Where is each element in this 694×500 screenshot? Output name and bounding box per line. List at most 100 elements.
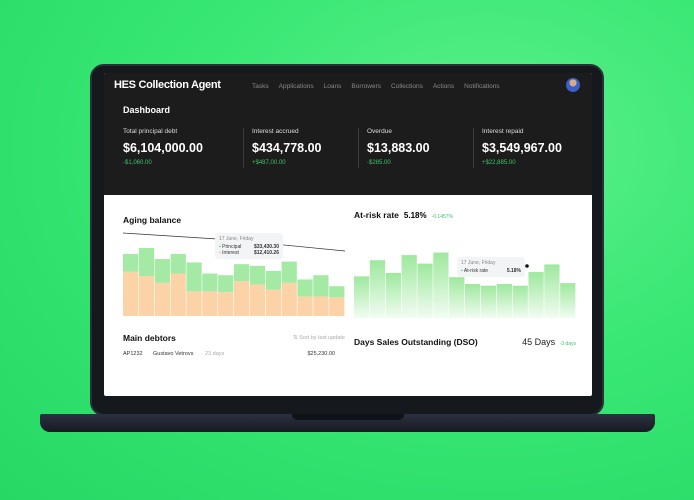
- bar-interest: [186, 291, 202, 316]
- bar-principal: [234, 264, 250, 282]
- kpi-delta: +$22,885.00: [482, 160, 516, 166]
- aging-balance-title: Aging balance: [123, 215, 182, 225]
- bar-at-risk: [385, 272, 401, 318]
- bar-interest: [123, 271, 139, 316]
- tooltip-interest-label: Interest: [222, 250, 239, 256]
- bar-interest: [234, 281, 250, 316]
- tooltip-interest-value: $12,410.26: [253, 250, 279, 256]
- bar-at-risk: [480, 285, 497, 318]
- debtor-name: Gustavo Vetrovs: [153, 351, 194, 357]
- dso-delta: -3 days: [559, 341, 576, 347]
- page-title: Dashboard: [123, 105, 171, 115]
- kpi-overdue: Overdue $13,883.00 -$285.00: [358, 128, 473, 168]
- kpi-interest-accrued: Interest accrued $434,778.00 +$487,00.00: [243, 128, 358, 168]
- aging-balance-chart: [123, 232, 345, 316]
- bar-interest: [329, 297, 345, 316]
- debtor-id: AP1232: [123, 351, 143, 357]
- bar-principal: [249, 265, 266, 285]
- main-debtors-title: Main debtors: [123, 333, 176, 343]
- bar-principal: [218, 275, 234, 293]
- risk-header: At-risk rate 5.18% -0.1457%: [354, 210, 453, 220]
- tooltip-risk-label: At-risk rate: [463, 268, 489, 274]
- kpi-principal: Total principal debt $6,104,000.00 -$1,060…: [123, 128, 243, 168]
- kpi-value: $3,549,967.00: [482, 141, 562, 155]
- hover-point: [525, 264, 529, 268]
- bar-at-risk: [433, 252, 449, 318]
- kpi-delta: -$1,060.00: [123, 160, 152, 166]
- tooltip-date: 17 June, Friday: [219, 236, 254, 242]
- bar-interest: [281, 282, 297, 316]
- bar-at-risk: [544, 264, 560, 318]
- kpi-interest-repaid: Interest repaid $3,549,967.00 +$22,885.00: [473, 128, 588, 168]
- kpi-value: $434,778.00: [252, 141, 322, 155]
- kpi-delta: -$285.00: [367, 160, 391, 166]
- at-risk-chart: [354, 252, 576, 318]
- nav-borrowers[interactable]: Borrowers: [351, 83, 382, 90]
- bar-interest: [265, 289, 281, 316]
- dso-title: Days Sales Outstanding (DSO): [354, 337, 478, 347]
- bar-principal: [170, 253, 186, 274]
- bar-principal: [297, 279, 313, 297]
- bar-at-risk: [417, 263, 433, 318]
- screen: HES Collection Agent Tasks Applications …: [104, 73, 592, 396]
- tooltip-date: 17 June, Friday: [461, 260, 496, 266]
- table-row[interactable]: AP1232 Gustavo Vetrovs 23 days $25,230.0…: [123, 351, 345, 357]
- bar-interest: [170, 273, 186, 316]
- bar-interest: [138, 276, 155, 316]
- kpi-value: $13,883.00: [367, 141, 430, 155]
- bar-at-risk: [401, 255, 417, 318]
- laptop: HES Collection Agent Tasks Applications …: [90, 64, 604, 416]
- header: HES Collection Agent Tasks Applications …: [104, 73, 592, 195]
- bar-interest: [313, 296, 329, 316]
- bar-principal: [265, 270, 281, 290]
- tooltip-principal-label: Principal: [222, 244, 242, 250]
- debtor-amount: $25,230.00: [307, 351, 335, 357]
- top-nav: Tasks Applications Loans Borrowers Colle…: [252, 83, 500, 90]
- dso-value: 45 Days: [522, 337, 556, 347]
- bar-at-risk: [465, 284, 481, 318]
- risk-tooltip: 17 June, Friday ▪ At-risk rate 5.18%: [457, 257, 525, 277]
- bar-principal: [138, 248, 155, 277]
- bar-interest: [218, 292, 234, 316]
- bar-at-risk: [354, 276, 370, 318]
- bar-at-risk: [496, 284, 512, 318]
- nav-tasks[interactable]: Tasks: [252, 83, 269, 90]
- bar-interest: [249, 284, 266, 316]
- kpi-value: $6,104,000.00: [123, 141, 203, 155]
- bar-principal: [313, 275, 329, 297]
- bar-at-risk: [369, 260, 386, 318]
- tooltip-risk-value: 5.18%: [506, 268, 521, 274]
- nav-collections[interactable]: Collections: [391, 83, 423, 90]
- nav-notifications[interactable]: Notifications: [464, 83, 500, 90]
- nav-applications[interactable]: Applications: [278, 83, 314, 90]
- tooltip-principal-value: $33,430.30: [253, 244, 279, 250]
- bar-principal: [329, 286, 345, 298]
- bar-principal: [281, 261, 297, 283]
- debtor-age: 23 days: [205, 351, 225, 357]
- risk-value: 5.18%: [403, 211, 427, 220]
- bar-at-risk: [449, 277, 465, 318]
- kpi-label: Interest accrued: [252, 128, 299, 135]
- risk-title: At-risk rate: [354, 210, 399, 220]
- bar-principal: [186, 262, 202, 292]
- sort-icon: ⇅: [292, 335, 298, 341]
- bar-interest: [202, 291, 218, 316]
- sort-button[interactable]: ⇅ Sort by last update: [293, 335, 345, 341]
- aging-tooltip: 17 June, Friday ▪ Principal $33,430.30 ▪ …: [215, 233, 283, 259]
- nav-actions[interactable]: Actions: [432, 83, 455, 90]
- bar-interest: [297, 296, 313, 316]
- bar-at-risk: [512, 285, 528, 318]
- app-title: HES Collection Agent: [114, 79, 221, 91]
- risk-delta: -0.1457%: [431, 214, 453, 220]
- nav-loans[interactable]: Loans: [323, 83, 342, 90]
- bar-at-risk: [560, 283, 576, 318]
- avatar[interactable]: [566, 78, 580, 92]
- bar-at-risk: [528, 272, 544, 318]
- laptop-base: [40, 414, 655, 432]
- kpi-delta: +$487,00.00: [252, 160, 286, 166]
- bar-principal: [154, 259, 170, 283]
- main-debtors: Main debtors ⇅ Sort by last update AP123…: [123, 333, 345, 357]
- bar-principal: [123, 253, 139, 272]
- bar-principal: [202, 273, 218, 292]
- sort-label: Sort by last update: [299, 335, 345, 341]
